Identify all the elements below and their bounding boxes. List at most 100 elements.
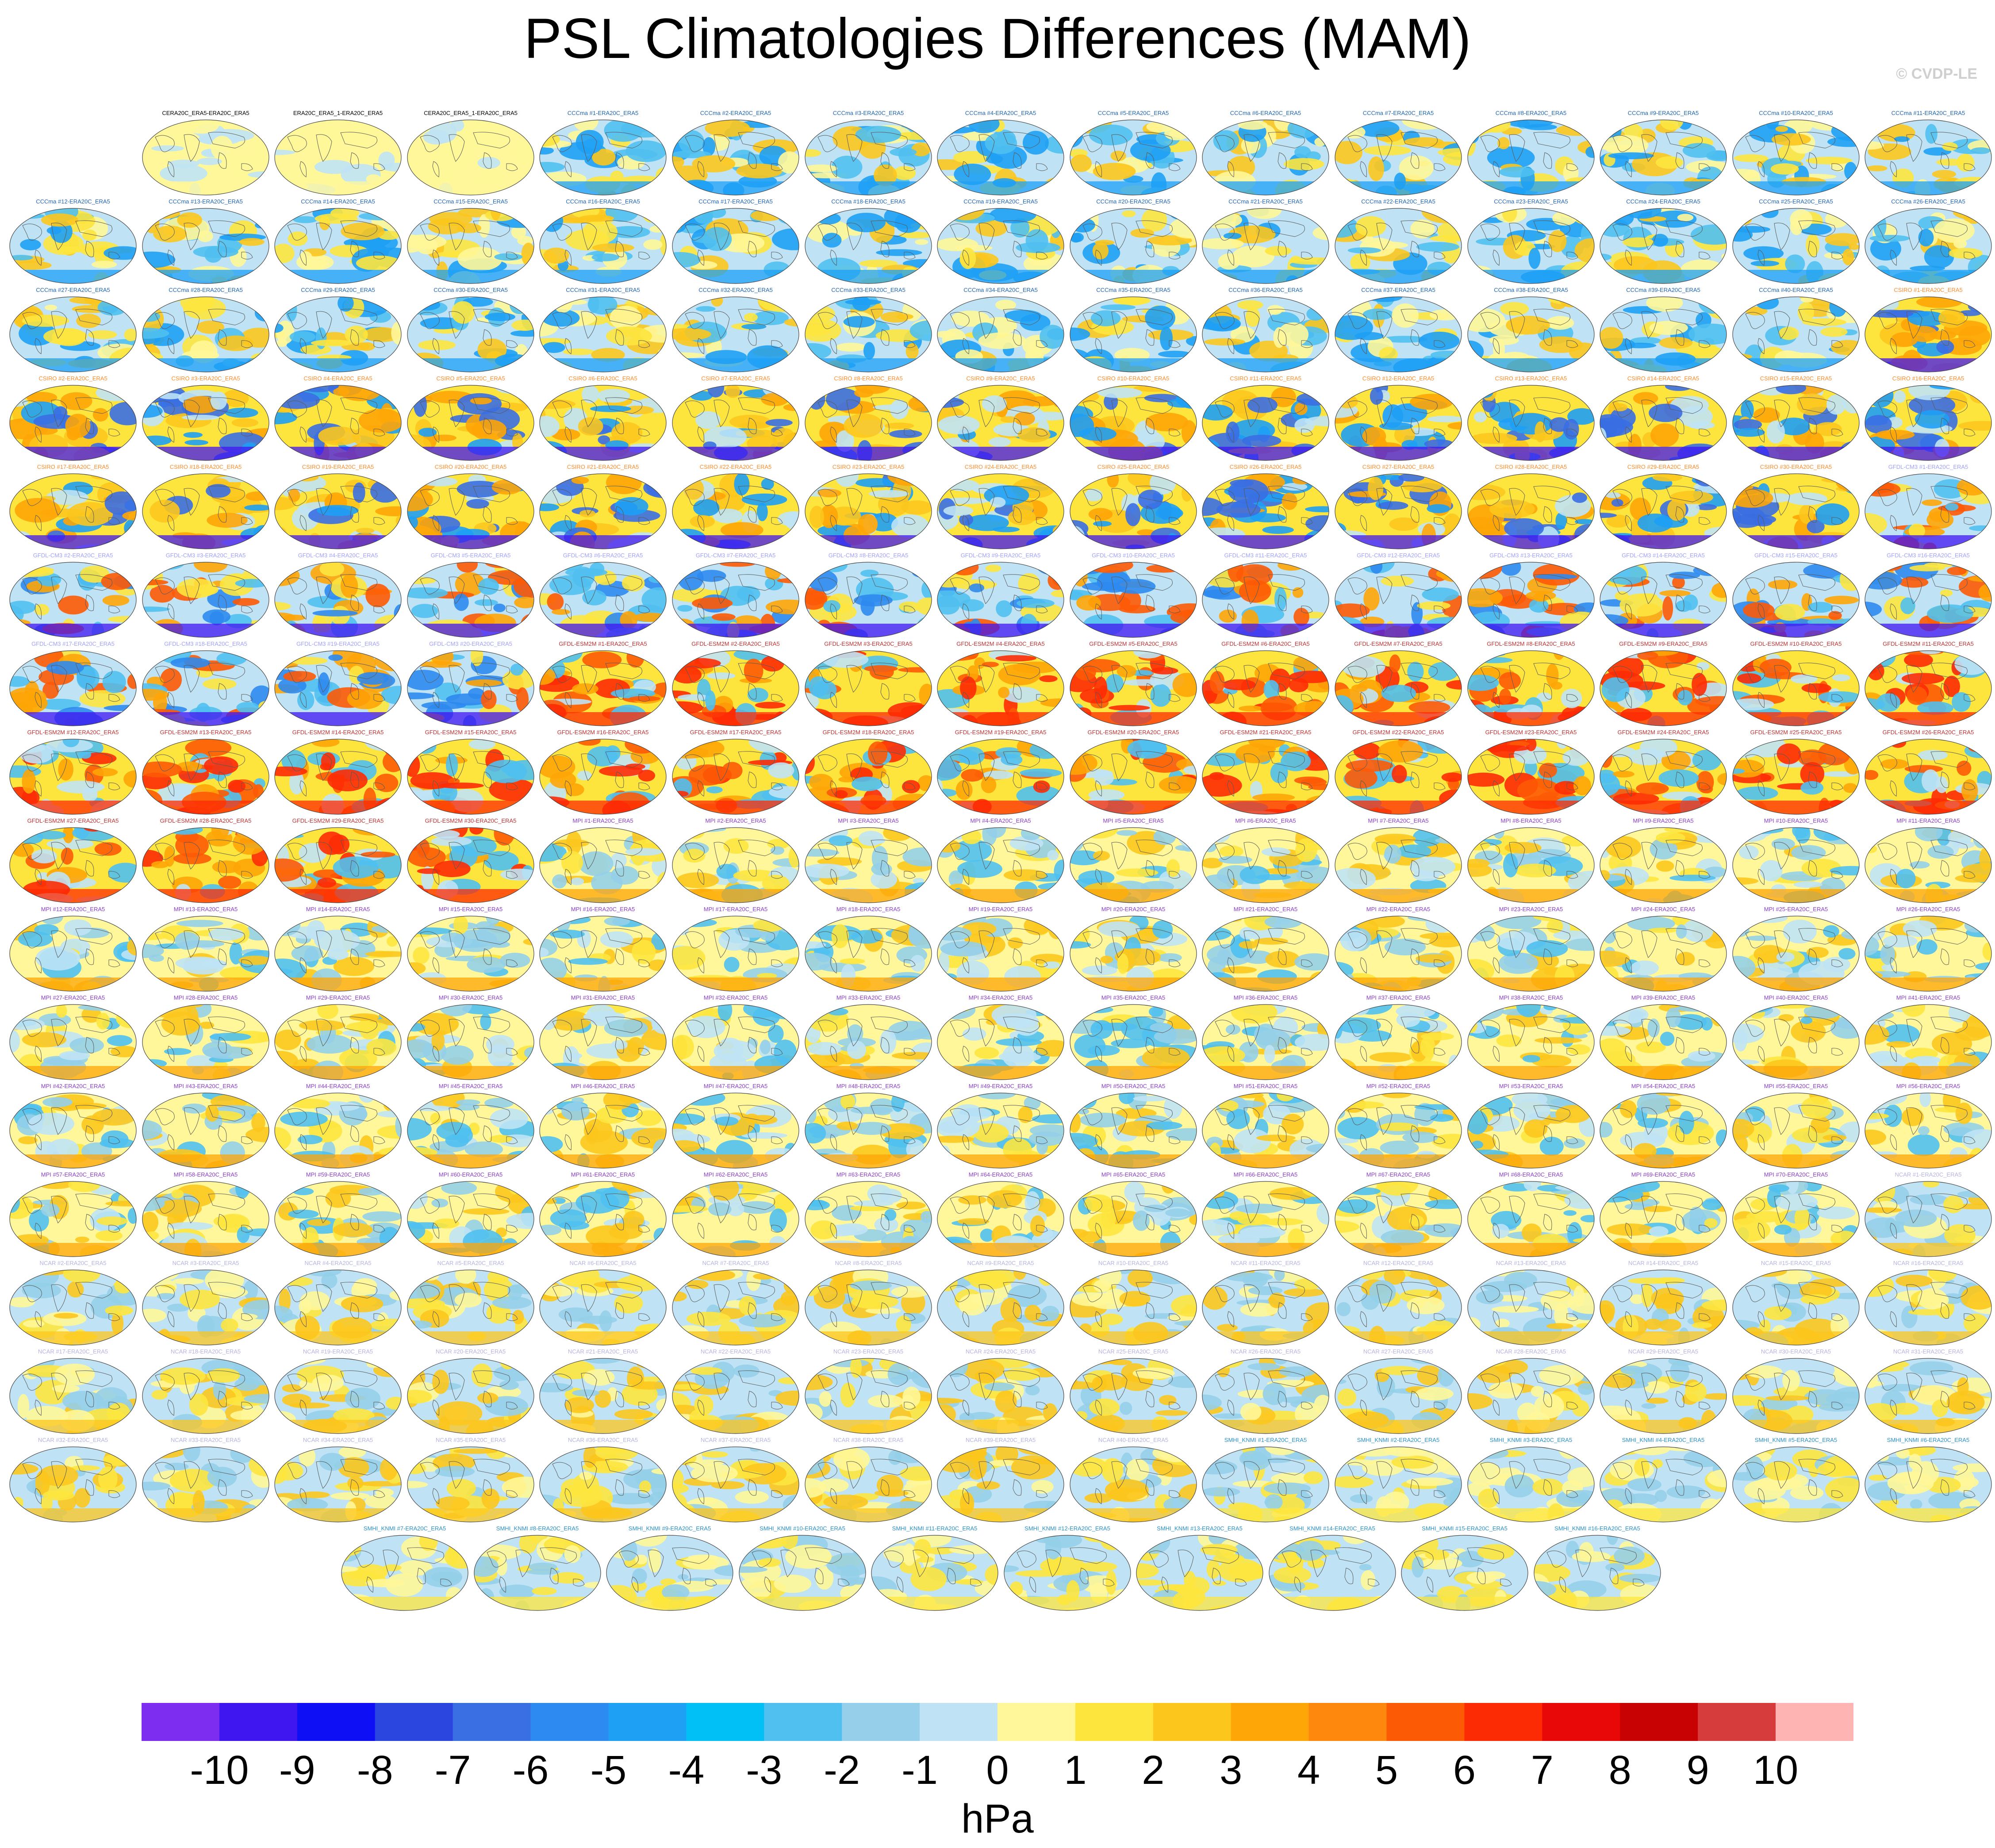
map-panel: MPI #29-ERA20C_ERA5 — [272, 994, 404, 1083]
map-panel-globe — [1070, 119, 1197, 196]
map-panel-globe — [1467, 296, 1595, 372]
colorbar-tick-label: 8 — [1608, 1748, 1631, 1793]
panel-title: GFDL-ESM2M #17-ERA20C_ERA5 — [690, 729, 782, 736]
panel-title: NCAR #35-ERA20C_ERA5 — [435, 1437, 506, 1443]
map-panel-globe — [1467, 916, 1595, 992]
map-panel: SMHI_KNMI #16-ERA20C_ERA5 — [1531, 1525, 1664, 1614]
map-panel-globe — [341, 1535, 468, 1611]
map-panel-globe — [805, 739, 932, 815]
map-panel-globe — [9, 1181, 137, 1257]
panel-title: CCCma #26-ERA20C_ERA5 — [1891, 198, 1965, 205]
panel-title: GFDL-ESM2M #15-ERA20C_ERA5 — [425, 729, 517, 736]
map-panel: MPI #24-ERA20C_ERA5 — [1597, 906, 1730, 994]
map-panel: GFDL-ESM2M #6-ERA20C_ERA5 — [1199, 640, 1332, 729]
panel-title: CSIRO #14-ERA20C_ERA5 — [1627, 375, 1700, 382]
map-panel-globe — [1865, 827, 1992, 903]
map-panel: NCAR #17-ERA20C_ERA5 — [7, 1348, 139, 1437]
map-panel-globe — [539, 562, 667, 638]
map-panel: CCCma #25-ERA20C_ERA5 — [1730, 198, 1862, 287]
map-panel: CSIRO #30-ERA20C_ERA5 — [1730, 464, 1862, 552]
map-panel: MPI #61-ERA20C_ERA5 — [537, 1171, 669, 1260]
panel-title: GFDL-ESM2M #8-ERA20C_ERA5 — [1487, 640, 1575, 647]
panel-title: GFDL-CM3 #3-ERA20C_ERA5 — [165, 552, 246, 559]
map-panel: NCAR #16-ERA20C_ERA5 — [1862, 1260, 1995, 1348]
map-panel: GFDL-ESM2M #27-ERA20C_ERA5 — [7, 817, 139, 906]
panel-title: GFDL-ESM2M #3-ERA20C_ERA5 — [824, 640, 913, 647]
map-panel-globe — [1467, 385, 1595, 461]
map-panel-globe — [142, 1004, 269, 1080]
panel-title: NCAR #27-ERA20C_ERA5 — [1363, 1348, 1434, 1355]
map-panel: GFDL-CM3 #4-ERA20C_ERA5 — [272, 552, 404, 640]
map-panel: CCCma #31-ERA20C_ERA5 — [537, 287, 669, 375]
panel-title: NCAR #22-ERA20C_ERA5 — [700, 1348, 771, 1355]
map-panel: NCAR #2-ERA20C_ERA5 — [7, 1260, 139, 1348]
map-panel-globe — [142, 119, 269, 196]
map-panel-globe — [937, 650, 1064, 726]
panel-title: NCAR #12-ERA20C_ERA5 — [1363, 1260, 1434, 1266]
map-panel: CSIRO #22-ERA20C_ERA5 — [669, 464, 802, 552]
map-panel-globe — [9, 385, 137, 461]
panel-title: NCAR #40-ERA20C_ERA5 — [1098, 1437, 1169, 1443]
panel-title: NCAR #1-ERA20C_ERA5 — [1895, 1171, 1962, 1178]
panel-title: NCAR #36-ERA20C_ERA5 — [568, 1437, 638, 1443]
map-panel-globe — [274, 296, 402, 372]
map-panel: CCCma #15-ERA20C_ERA5 — [404, 198, 537, 287]
panel-title: NCAR #7-ERA20C_ERA5 — [702, 1260, 769, 1266]
panel-title: MPI #7-ERA20C_ERA5 — [1368, 817, 1429, 824]
panel-title: NCAR #5-ERA20C_ERA5 — [437, 1260, 504, 1266]
map-panel: NCAR #22-ERA20C_ERA5 — [669, 1348, 802, 1437]
map-panel-globe — [474, 1535, 601, 1611]
map-panel: CCCma #16-ERA20C_ERA5 — [537, 198, 669, 287]
map-panel-globe — [1202, 119, 1329, 196]
map-panel-globe — [672, 562, 799, 638]
map-panel-globe — [1600, 1358, 1727, 1434]
panel-title: MPI #59-ERA20C_ERA5 — [306, 1171, 370, 1178]
colorbar-tick-label: -9 — [279, 1748, 315, 1793]
map-panel: GFDL-ESM2M #28-ERA20C_ERA5 — [139, 817, 272, 906]
panel-title: SMHI_KNMI #1-ERA20C_ERA5 — [1224, 1437, 1307, 1443]
map-panel: NCAR #27-ERA20C_ERA5 — [1332, 1348, 1465, 1437]
map-panel: CCCma #20-ERA20C_ERA5 — [1067, 198, 1200, 287]
map-panel: MPI #62-ERA20C_ERA5 — [669, 1171, 802, 1260]
map-panel-globe — [1202, 1446, 1329, 1522]
panel-title: SMHI_KNMI #13-ERA20C_ERA5 — [1157, 1525, 1243, 1532]
panel-title: CSIRO #30-ERA20C_ERA5 — [1760, 464, 1832, 470]
map-panel: NCAR #7-ERA20C_ERA5 — [669, 1260, 802, 1348]
map-panel-globe — [1865, 296, 1992, 372]
panel-title: CCCma #13-ERA20C_ERA5 — [169, 198, 243, 205]
map-panel-globe — [1202, 208, 1329, 284]
map-panel: CSIRO #20-ERA20C_ERA5 — [404, 464, 537, 552]
map-panel: GFDL-ESM2M #24-ERA20C_ERA5 — [1597, 729, 1730, 817]
map-panel-globe — [9, 1004, 137, 1080]
map-panel-globe — [1335, 385, 1462, 461]
map-panel: NCAR #26-ERA20C_ERA5 — [1199, 1348, 1332, 1437]
map-panel: SMHI_KNMI #13-ERA20C_ERA5 — [1133, 1525, 1266, 1614]
map-panel-globe — [142, 650, 269, 726]
map-panel-globe — [407, 119, 534, 196]
map-panel-globe — [274, 650, 402, 726]
panel-title: MPI #30-ERA20C_ERA5 — [438, 994, 503, 1001]
map-panel: CCCma #6-ERA20C_ERA5 — [1199, 110, 1332, 198]
map-panel-globe — [805, 1358, 932, 1434]
panel-title: SMHI_KNMI #3-ERA20C_ERA5 — [1489, 1437, 1573, 1443]
colorbar-box — [453, 1703, 531, 1741]
panel-title: MPI #19-ERA20C_ERA5 — [968, 906, 1033, 912]
panel-title: MPI #61-ERA20C_ERA5 — [571, 1171, 635, 1178]
map-panel-globe — [937, 739, 1064, 815]
map-panel-globe — [1202, 827, 1329, 903]
map-panel-globe — [805, 916, 932, 992]
panel-title: NCAR #6-ERA20C_ERA5 — [569, 1260, 637, 1266]
panel-title: CCCma #28-ERA20C_ERA5 — [169, 287, 243, 293]
panel-title: CCCma #9-ERA20C_ERA5 — [1627, 110, 1699, 116]
panel-title: CCCma #39-ERA20C_ERA5 — [1626, 287, 1700, 293]
map-panel: CCCma #24-ERA20C_ERA5 — [1597, 198, 1730, 287]
map-panel-globe — [1070, 739, 1197, 815]
map-panel-globe — [1335, 1269, 1462, 1346]
colorbar-tick-label: 0 — [986, 1748, 1009, 1793]
map-panel: CSIRO #7-ERA20C_ERA5 — [669, 375, 802, 464]
map-panel: GFDL-CM3 #5-ERA20C_ERA5 — [404, 552, 537, 640]
map-panel-globe — [805, 1093, 932, 1169]
panel-title: MPI #9-ERA20C_ERA5 — [1633, 817, 1694, 824]
panel-title: MPI #52-ERA20C_ERA5 — [1366, 1083, 1431, 1089]
panel-title: GFDL-CM3 #4-ERA20C_ERA5 — [298, 552, 378, 559]
